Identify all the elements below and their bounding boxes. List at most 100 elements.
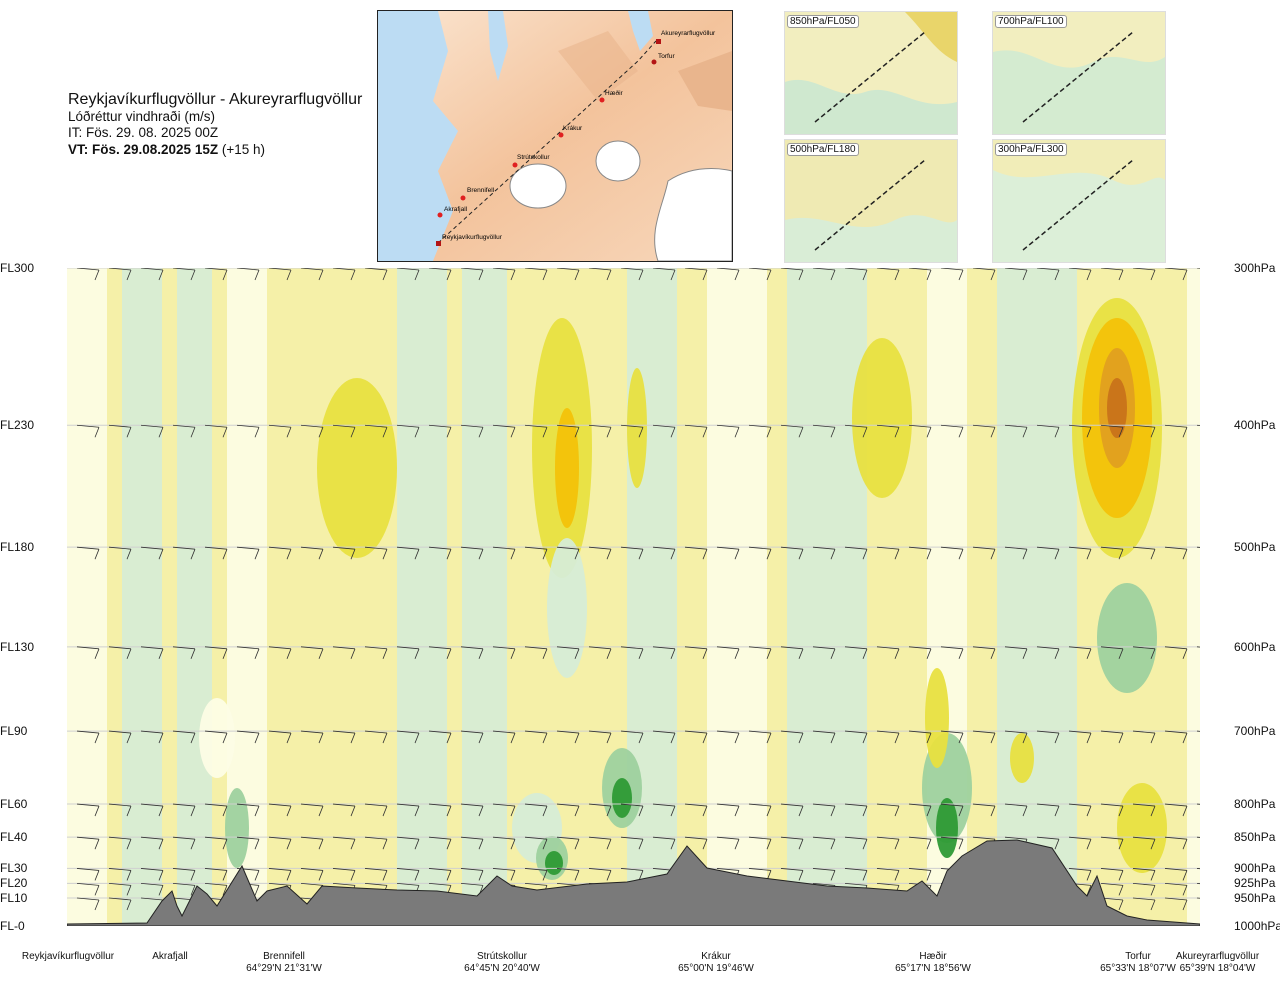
- level-map-label: 850hPa/FL050: [787, 15, 859, 28]
- wind-barb: [108, 424, 132, 438]
- wind-barb: [524, 803, 548, 817]
- wind-barb: [844, 646, 868, 659]
- pressure-label: 1000hPa: [1234, 919, 1280, 933]
- wind-barb: [1100, 267, 1124, 281]
- wind-barb: [1132, 646, 1156, 659]
- wind-barb: [268, 836, 292, 850]
- cross-section-svg: [66, 267, 1220, 939]
- title-block: Reykjavíkurflugvöllur - Akureyrarflugvöl…: [68, 90, 362, 158]
- wind-barb: [108, 882, 132, 896]
- waypoint-marker: [651, 59, 657, 65]
- wind-barb: [204, 868, 228, 881]
- pressure-label: 925hPa: [1234, 876, 1276, 891]
- wind-barb: [76, 546, 100, 560]
- wind-barb: [556, 803, 580, 817]
- wind-barb: [460, 836, 484, 850]
- wind-barb: [588, 868, 612, 881]
- wind-barb-row: [76, 836, 1220, 850]
- flight-level-label: FL180: [0, 540, 35, 555]
- wind-barb: [716, 803, 740, 817]
- pressure-label: 500hPa: [1234, 540, 1276, 555]
- wind-barb: [300, 267, 324, 281]
- wind-barb: [844, 267, 868, 281]
- location-name: Hæðir: [919, 951, 947, 962]
- wind-barb: [396, 803, 420, 817]
- wind-barb: [812, 424, 836, 438]
- level-map-500[interactable]: 500hPa/FL180: [784, 139, 958, 263]
- wind-barb: [940, 836, 964, 850]
- wind-barb: [524, 424, 548, 438]
- wind-barb: [204, 546, 228, 560]
- wind-barb: [972, 424, 996, 438]
- wind-barb: [780, 546, 804, 560]
- wind-barb: [748, 267, 772, 281]
- issue-time: IT: Fös. 29. 08. 2025 00Z: [68, 125, 219, 140]
- wind-barb: [332, 267, 356, 281]
- wind-barb: [940, 730, 964, 744]
- map-label: Brennifell: [467, 187, 495, 194]
- wind-barb: [1004, 803, 1028, 817]
- wind-barb: [1004, 424, 1028, 438]
- wind-barb: [492, 836, 516, 850]
- wind-barb: [428, 267, 452, 281]
- shading-band: [122, 268, 162, 926]
- pressure-label: 800hPa: [1234, 797, 1276, 812]
- flight-level-label: FL90: [0, 724, 28, 739]
- wind-barb: [268, 868, 292, 881]
- wind-barb: [268, 803, 292, 817]
- pressure-label: 300hPa: [1234, 261, 1276, 275]
- wind-barb: [236, 836, 260, 850]
- level-map-700[interactable]: 700hPa/FL100: [992, 11, 1166, 135]
- wind-barb: [76, 646, 100, 659]
- wind-barb: [268, 646, 292, 659]
- shading-blob: [1010, 733, 1034, 783]
- map-label: Torfur: [658, 53, 675, 60]
- wind-barb: [1036, 836, 1060, 850]
- wind-barb: [1132, 730, 1156, 744]
- wind-barb: [844, 424, 868, 438]
- wind-barb: [844, 868, 868, 881]
- wind-barb: [652, 730, 676, 744]
- wind-barb: [620, 546, 644, 560]
- location-label: Torfur 65°33'N 18°07'W: [1078, 951, 1198, 975]
- wind-barb: [1036, 646, 1060, 659]
- location-coord: 64°45'N 20°40'W: [464, 963, 540, 974]
- wind-barb: [332, 424, 356, 438]
- wind-barb: [748, 803, 772, 817]
- wind-barb: [1132, 836, 1156, 850]
- wind-barb: [780, 267, 804, 281]
- route-map[interactable]: Akureyrarflugvöllur Torfur Hæðir Krákur …: [377, 10, 733, 262]
- wind-barb: [428, 730, 452, 744]
- wind-barb: [972, 646, 996, 659]
- wind-barb: [204, 882, 228, 896]
- level-map-850[interactable]: 850hPa/FL050: [784, 11, 958, 135]
- wind-barb: [396, 836, 420, 850]
- wind-barb: [172, 730, 196, 744]
- location-label: Reykjavíkurflugvöllur: [8, 951, 128, 963]
- wind-barb: [620, 836, 644, 850]
- wind-barb: [588, 646, 612, 659]
- flight-level-label: FL60: [0, 797, 28, 812]
- shading-blob: [936, 798, 958, 858]
- route-map-svg: Akureyrarflugvöllur Torfur Hæðir Krákur …: [378, 11, 732, 261]
- shading-blob: [1117, 783, 1167, 873]
- wind-barb: [972, 267, 996, 281]
- wind-barb: [812, 267, 836, 281]
- wind-barb: [1068, 803, 1092, 817]
- shading-band: [462, 268, 507, 926]
- wind-barb: [204, 803, 228, 817]
- wind-barb: [172, 424, 196, 438]
- wind-barb: [1164, 868, 1188, 881]
- cross-section-chart: [66, 267, 1220, 939]
- wind-barb: [492, 546, 516, 560]
- wind-barb: [108, 546, 132, 560]
- wind-barb: [1100, 424, 1124, 438]
- wind-barb: [556, 730, 580, 744]
- level-map-300[interactable]: 300hPa/FL300: [992, 139, 1166, 263]
- shading-blob: [225, 788, 249, 868]
- pressure-label: 400hPa: [1234, 418, 1276, 433]
- wind-barb: [844, 803, 868, 817]
- wind-barb: [652, 646, 676, 659]
- flight-level-label: FL40: [0, 830, 28, 845]
- wind-barb: [76, 868, 100, 881]
